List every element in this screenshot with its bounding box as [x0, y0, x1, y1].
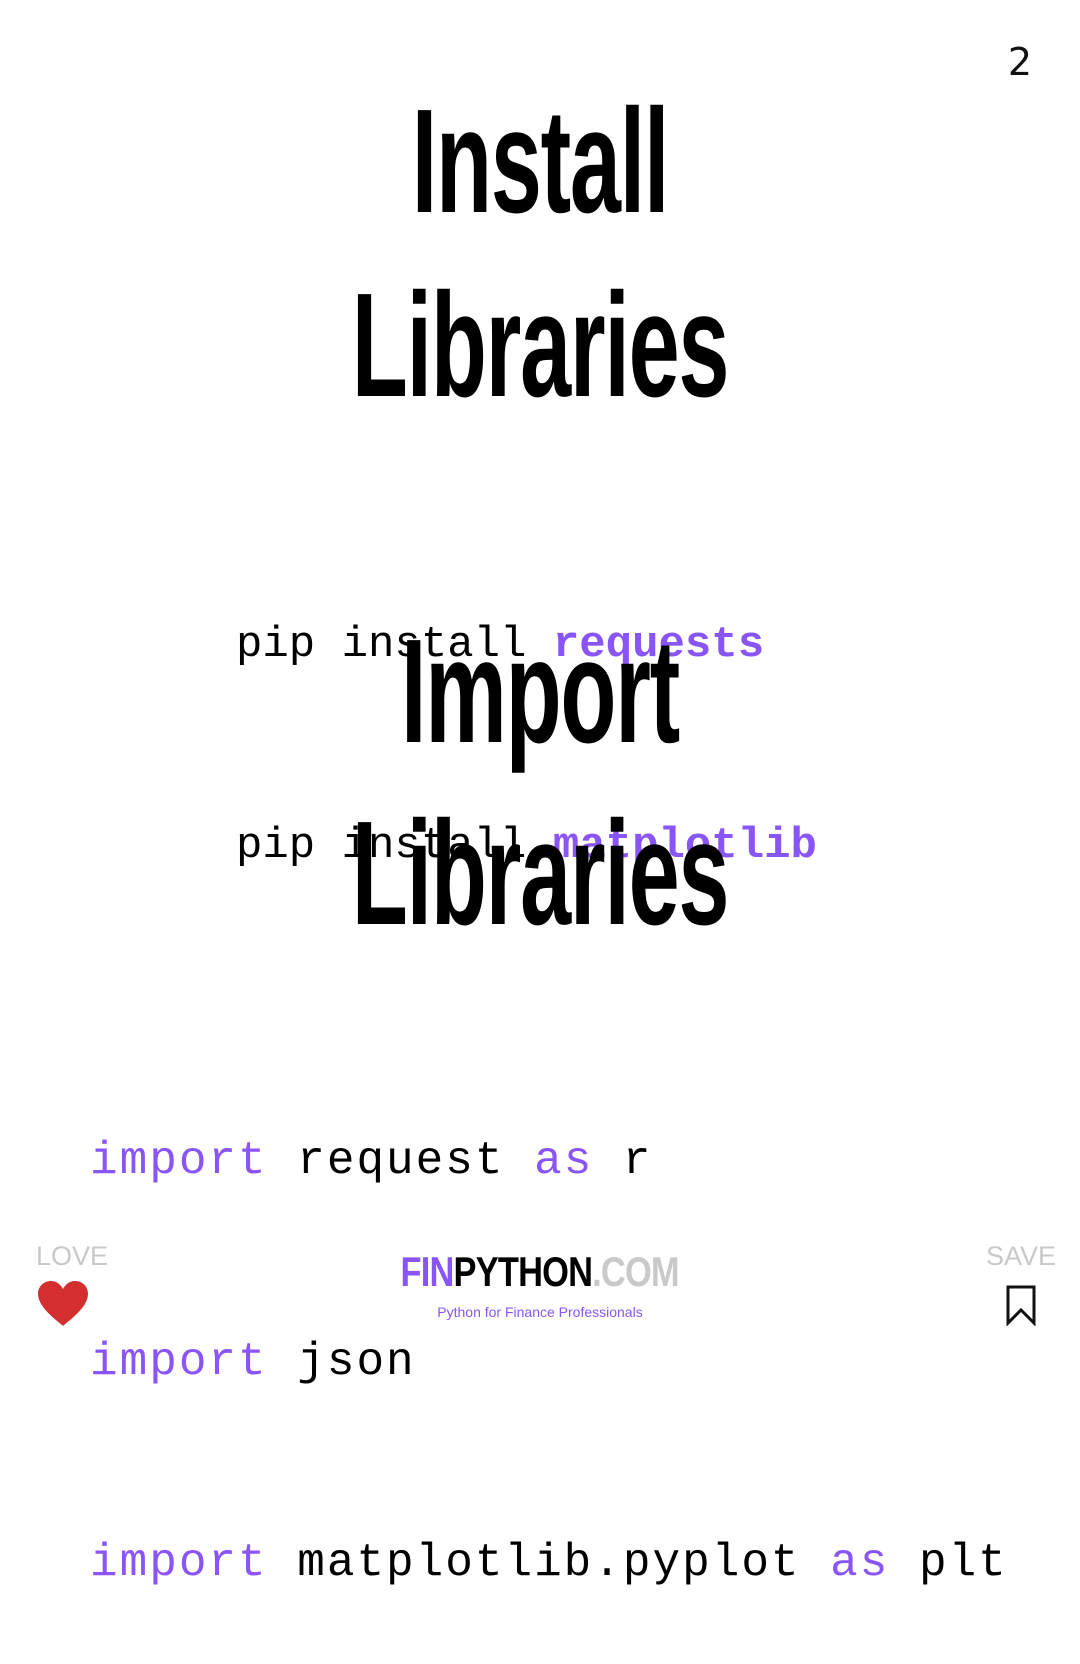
brand-tagline: Python for Finance Professionals [437, 1304, 643, 1320]
heart-icon [38, 1281, 88, 1326]
pip-commands: pip install requests pip install matplot… [236, 478, 817, 947]
brand-com: .COM [592, 1248, 680, 1295]
import-line-matplotlib: import matplotlib.pyplot as plt [90, 1530, 1008, 1597]
import-line-requests: import request as r [90, 1128, 1008, 1195]
heading-install: Install [411, 79, 670, 244]
module-name: json [267, 1336, 416, 1388]
pip-prefix: pip install [236, 821, 553, 871]
save-label: SAVE [985, 1241, 1056, 1271]
love-button[interactable]: LOVE [36, 1240, 108, 1328]
module-name: request [267, 1135, 535, 1187]
import-line-json: import json [90, 1329, 1008, 1396]
import-keyword: import [90, 1336, 268, 1388]
love-label: LOVE [36, 1241, 109, 1271]
heading-libraries-import: Libraries [351, 791, 730, 956]
package-name: requests [552, 620, 765, 670]
package-name: matplotlib [552, 821, 817, 871]
pip-line-matplotlib: pip install matplotlib [236, 813, 817, 880]
bookmark-icon [1006, 1285, 1036, 1326]
import-keyword: import [90, 1135, 268, 1187]
page-number: 2 [1007, 40, 1032, 84]
heading-libraries-install: Libraries [351, 263, 730, 428]
import-statements: import request as r import json import m… [90, 994, 1008, 1664]
save-button[interactable]: SAVE [986, 1240, 1056, 1326]
alias-name: plt [889, 1537, 1008, 1589]
as-keyword: as [534, 1135, 594, 1187]
brand-logo: FINPYTHON.COM [400, 1248, 680, 1296]
heading-import: Import [400, 609, 680, 774]
import-keyword: import [90, 1537, 268, 1589]
brand-fin: FIN [400, 1248, 455, 1295]
brand-python: PYTHON [453, 1248, 593, 1295]
brand-footer: FINPYTHON.COM Python for Finance Profess… [0, 1248, 1080, 1320]
as-keyword: as [830, 1537, 890, 1589]
pip-prefix: pip install [236, 620, 553, 670]
module-name: matplotlib.pyplot [267, 1537, 831, 1589]
alias-name: r [593, 1135, 653, 1187]
pip-line-requests: pip install requests [236, 612, 817, 679]
